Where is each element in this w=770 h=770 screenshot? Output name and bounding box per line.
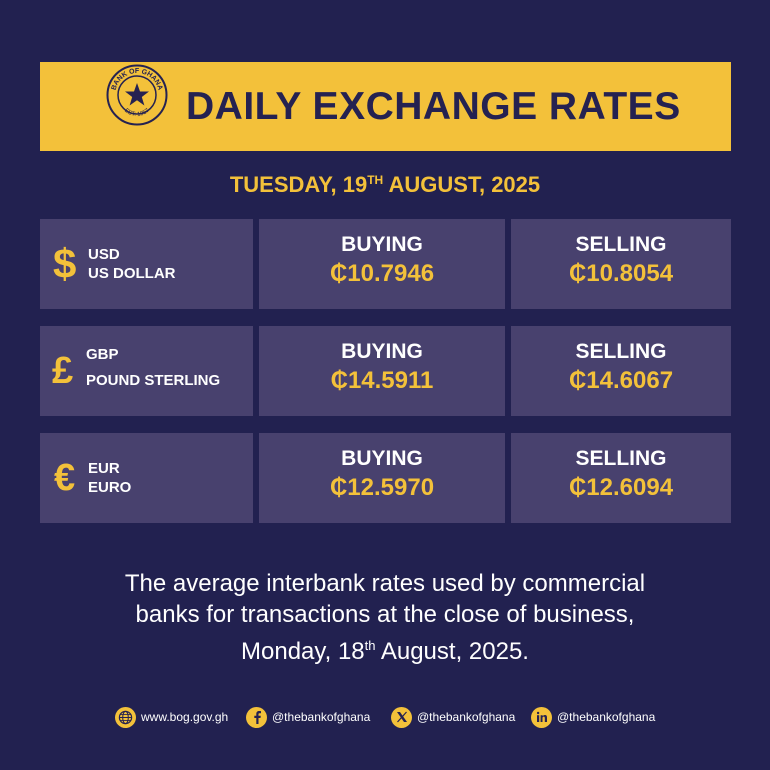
buying-label: BUYING	[341, 340, 423, 363]
currency-label-cell: £ GBP POUND STERLING	[40, 326, 253, 416]
footnote: The average interbank rates used by comm…	[0, 568, 770, 667]
footnote-line-3-post: August, 2025.	[375, 638, 529, 665]
website-link[interactable]: www.bog.gov.gh	[115, 705, 228, 729]
buying-rate: ₵10.7946	[329, 260, 435, 287]
currency-code: GBP	[86, 346, 119, 363]
title-banner: BANK OF GHANA EST. 1957 DAILY EXCHANGE R…	[40, 62, 731, 151]
facebook-link[interactable]: @thebankofghana	[246, 705, 370, 729]
footnote-line-2: banks for transactions at the close of b…	[135, 601, 635, 628]
currency-name: US DOLLAR	[88, 265, 176, 282]
x-text: @thebankofghana	[417, 710, 516, 724]
linkedin-icon	[531, 706, 552, 728]
pound-icon: £	[52, 349, 74, 392]
website-text: www.bog.gov.gh	[141, 710, 229, 724]
footnote-ordinal: th	[364, 638, 376, 653]
rate-row-usd: $ USD US DOLLAR BUYING ₵10.7946 SELLING …	[40, 219, 731, 309]
rate-date: TUESDAY, 19TH AUGUST, 2025	[0, 172, 770, 198]
dollar-icon: $	[53, 240, 77, 287]
x-link[interactable]: @thebankofghana	[391, 705, 515, 729]
x-icon	[391, 706, 412, 728]
buying-rate: ₵12.5970	[329, 474, 435, 501]
rate-row-eur: € EUR EURO BUYING ₵12.5970 SELLING ₵12.6…	[40, 433, 731, 523]
currency-code: EUR	[88, 460, 120, 477]
selling-rate: ₵10.8054	[568, 260, 674, 287]
buying-cell: BUYING ₵14.5911	[259, 326, 505, 416]
social-links: www.bog.gov.gh @thebankofghana @thebanko…	[0, 705, 770, 729]
seal-bottom-text: EST. 1957	[123, 107, 151, 118]
buying-rate: ₵14.5911	[330, 367, 434, 394]
buying-cell: BUYING ₵10.7946	[259, 219, 505, 309]
buying-label: BUYING	[341, 447, 423, 470]
currency-name: POUND STERLING	[86, 372, 221, 389]
selling-rate: ₵14.6067	[568, 367, 674, 394]
footnote-line-3-pre: Monday, 18	[241, 638, 365, 665]
globe-icon	[115, 706, 136, 728]
date-ordinal: TH	[367, 173, 384, 187]
bank-of-ghana-seal-logo: BANK OF GHANA EST. 1957	[106, 64, 168, 126]
selling-cell: SELLING ₵12.6094	[511, 433, 731, 523]
svg-text:EST. 1957: EST. 1957	[123, 107, 151, 118]
selling-label: SELLING	[575, 340, 667, 363]
date-prefix: TUESDAY, 19	[229, 172, 368, 197]
rate-row-gbp: £ GBP POUND STERLING BUYING ₵14.5911 SEL…	[40, 326, 731, 416]
footnote-line-1: The average interbank rates used by comm…	[124, 570, 646, 597]
selling-cell: SELLING ₵14.6067	[511, 326, 731, 416]
selling-label: SELLING	[575, 233, 667, 256]
date-rest: AUGUST, 2025	[383, 172, 541, 197]
buying-cell: BUYING ₵12.5970	[259, 433, 505, 523]
selling-rate: ₵12.6094	[568, 474, 674, 501]
footnote-line-3: Monday, 18th August, 2025.	[0, 630, 770, 667]
selling-cell: SELLING ₵10.8054	[511, 219, 731, 309]
facebook-text: @thebankofghana	[272, 710, 371, 724]
currency-name: EURO	[88, 479, 132, 496]
euro-icon: €	[54, 456, 76, 499]
currency-label-cell: $ USD US DOLLAR	[40, 219, 253, 309]
linkedin-text: @thebankofghana	[557, 710, 656, 724]
page-title: DAILY EXCHANGE RATES	[186, 84, 681, 128]
buying-label: BUYING	[341, 233, 423, 256]
facebook-icon	[246, 706, 267, 728]
star-icon	[125, 83, 149, 106]
linkedin-link[interactable]: @thebankofghana	[531, 705, 655, 729]
currency-code: USD	[88, 246, 120, 263]
currency-label-cell: € EUR EURO	[40, 433, 253, 523]
selling-label: SELLING	[575, 447, 667, 470]
